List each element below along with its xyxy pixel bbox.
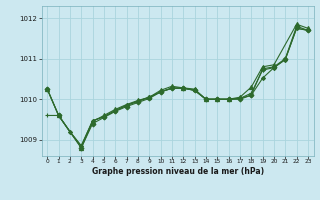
X-axis label: Graphe pression niveau de la mer (hPa): Graphe pression niveau de la mer (hPa)	[92, 167, 264, 176]
